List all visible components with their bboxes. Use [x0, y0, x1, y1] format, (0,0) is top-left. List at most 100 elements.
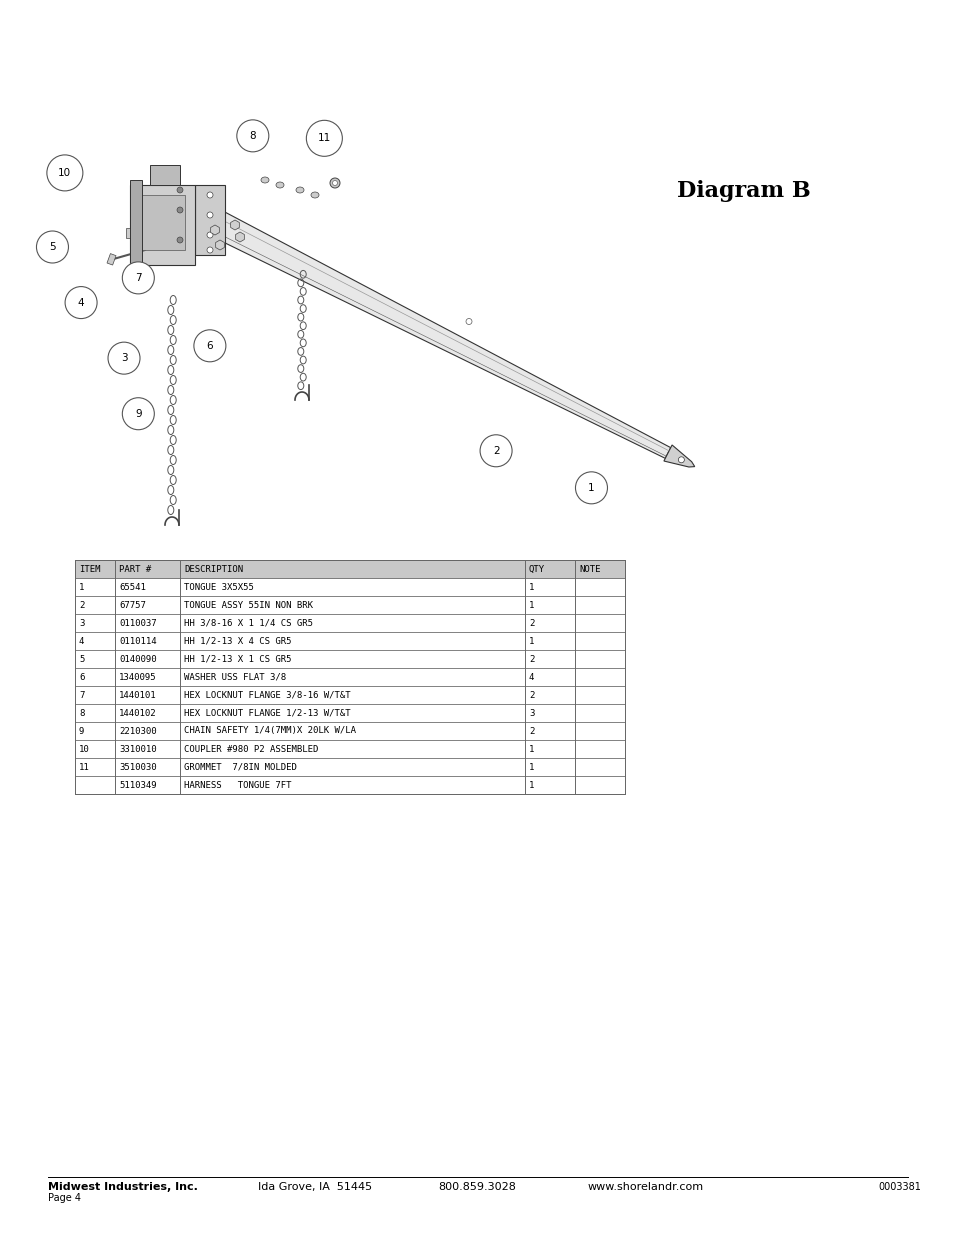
- Bar: [75, 685, 624, 704]
- Circle shape: [465, 319, 472, 325]
- Text: Ida Grove, IA  51445: Ida Grove, IA 51445: [257, 1182, 372, 1192]
- Bar: [75, 758, 624, 776]
- Circle shape: [207, 212, 213, 219]
- Text: 1440101: 1440101: [119, 690, 156, 699]
- Circle shape: [177, 186, 183, 193]
- Circle shape: [207, 232, 213, 238]
- Text: 4: 4: [78, 298, 84, 308]
- Bar: [75, 668, 624, 685]
- Text: 2: 2: [529, 619, 534, 627]
- Text: HEX LOCKNUT FLANGE 1/2-13 W/T&T: HEX LOCKNUT FLANGE 1/2-13 W/T&T: [184, 709, 351, 718]
- Ellipse shape: [261, 177, 269, 183]
- Circle shape: [207, 247, 213, 253]
- Text: HEX LOCKNUT FLANGE 3/8-16 W/T&T: HEX LOCKNUT FLANGE 3/8-16 W/T&T: [184, 690, 351, 699]
- Text: 1440102: 1440102: [119, 709, 156, 718]
- Text: 10: 10: [79, 745, 90, 753]
- Bar: [130, 180, 142, 270]
- Circle shape: [333, 180, 337, 185]
- Text: CHAIN SAFETY 1/4(7MM)X 20LK W/LA: CHAIN SAFETY 1/4(7MM)X 20LK W/LA: [184, 726, 355, 736]
- Circle shape: [65, 287, 97, 319]
- Text: DESCRIPTION: DESCRIPTION: [184, 564, 243, 573]
- Bar: [75, 559, 624, 578]
- Ellipse shape: [311, 191, 318, 198]
- Text: 0110037: 0110037: [119, 619, 156, 627]
- Polygon shape: [203, 207, 670, 458]
- Text: COUPLER #980 P2 ASSEMBLED: COUPLER #980 P2 ASSEMBLED: [184, 745, 318, 753]
- Text: 1: 1: [529, 745, 534, 753]
- Text: 2: 2: [79, 600, 84, 610]
- Text: 3310010: 3310010: [119, 745, 156, 753]
- Text: 10: 10: [58, 168, 71, 178]
- Text: 4: 4: [79, 636, 84, 646]
- Bar: [75, 776, 624, 794]
- Text: HH 1/2-13 X 1 CS GR5: HH 1/2-13 X 1 CS GR5: [184, 655, 292, 663]
- Text: Midwest Industries, Inc.: Midwest Industries, Inc.: [48, 1182, 197, 1192]
- Bar: [150, 165, 180, 185]
- Text: WASHER USS FLAT 3/8: WASHER USS FLAT 3/8: [184, 673, 286, 682]
- Circle shape: [193, 330, 226, 362]
- Text: NOTE: NOTE: [578, 564, 599, 573]
- Text: 3: 3: [121, 353, 127, 363]
- Polygon shape: [194, 185, 225, 254]
- Circle shape: [36, 231, 69, 263]
- Polygon shape: [663, 445, 694, 467]
- Circle shape: [575, 472, 607, 504]
- Text: ITEM: ITEM: [79, 564, 100, 573]
- Text: 5: 5: [79, 655, 84, 663]
- Circle shape: [177, 207, 183, 212]
- Bar: [75, 722, 624, 740]
- Text: 6: 6: [79, 673, 84, 682]
- Bar: [130, 185, 194, 266]
- Text: PART #: PART #: [119, 564, 152, 573]
- Text: 3: 3: [529, 709, 534, 718]
- Text: HH 1/2-13 X 4 CS GR5: HH 1/2-13 X 4 CS GR5: [184, 636, 292, 646]
- Text: www.shorelandr.com: www.shorelandr.com: [587, 1182, 703, 1192]
- Text: 2: 2: [529, 726, 534, 736]
- Text: 1: 1: [529, 583, 534, 592]
- Text: 800.859.3028: 800.859.3028: [437, 1182, 516, 1192]
- Circle shape: [330, 178, 339, 188]
- Text: 0003381: 0003381: [877, 1182, 920, 1192]
- Circle shape: [479, 435, 512, 467]
- Circle shape: [207, 191, 213, 198]
- Bar: [75, 578, 624, 597]
- Bar: [75, 597, 624, 614]
- Bar: [75, 632, 624, 650]
- Text: 0140090: 0140090: [119, 655, 156, 663]
- Text: 5110349: 5110349: [119, 781, 156, 789]
- Text: TONGUE ASSY 55IN NON BRK: TONGUE ASSY 55IN NON BRK: [184, 600, 313, 610]
- Bar: [75, 614, 624, 632]
- Ellipse shape: [275, 182, 284, 188]
- Text: 11: 11: [317, 133, 331, 143]
- Text: 67757: 67757: [119, 600, 146, 610]
- Text: 9: 9: [79, 726, 84, 736]
- Text: 65541: 65541: [119, 583, 146, 592]
- Text: 1340095: 1340095: [119, 673, 156, 682]
- Text: 7: 7: [135, 273, 141, 283]
- Text: 1: 1: [529, 762, 534, 772]
- Text: 8: 8: [79, 709, 84, 718]
- Text: 3: 3: [79, 619, 84, 627]
- Circle shape: [177, 237, 183, 243]
- Circle shape: [122, 398, 154, 430]
- Bar: [75, 650, 624, 668]
- Text: 3510030: 3510030: [119, 762, 156, 772]
- Text: 9: 9: [135, 409, 141, 419]
- Circle shape: [678, 457, 683, 463]
- Text: HARNESS   TONGUE 7FT: HARNESS TONGUE 7FT: [184, 781, 292, 789]
- Text: 0110114: 0110114: [119, 636, 156, 646]
- Text: 2: 2: [493, 446, 498, 456]
- Text: 2: 2: [529, 690, 534, 699]
- Bar: [126, 228, 132, 238]
- Ellipse shape: [295, 186, 304, 193]
- Bar: [75, 740, 624, 758]
- Text: HH 3/8-16 X 1 1/4 CS GR5: HH 3/8-16 X 1 1/4 CS GR5: [184, 619, 313, 627]
- Text: 2210300: 2210300: [119, 726, 156, 736]
- Text: 1: 1: [529, 600, 534, 610]
- Bar: [107, 253, 116, 266]
- Circle shape: [108, 342, 140, 374]
- Text: 6: 6: [207, 341, 213, 351]
- Text: GROMMET  7/8IN MOLDED: GROMMET 7/8IN MOLDED: [184, 762, 296, 772]
- Circle shape: [47, 154, 83, 191]
- Circle shape: [122, 262, 154, 294]
